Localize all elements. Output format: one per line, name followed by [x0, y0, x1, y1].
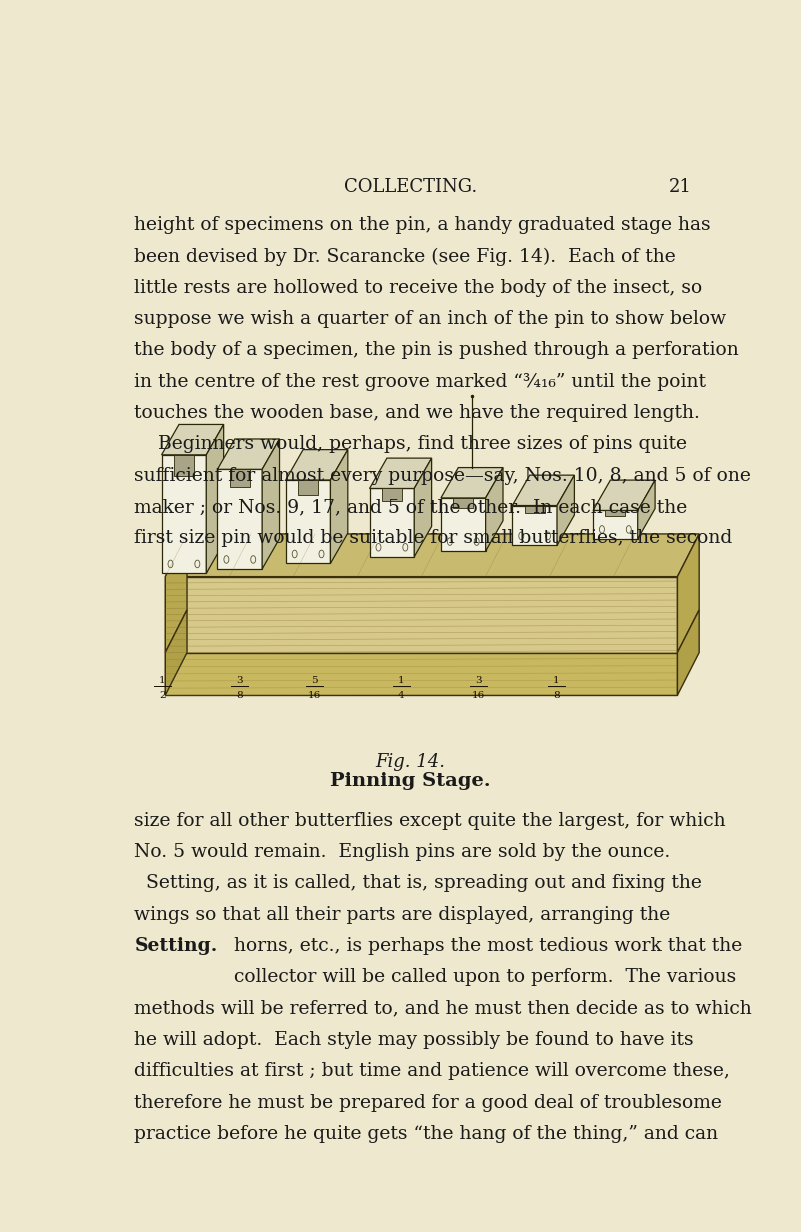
Polygon shape: [286, 480, 331, 563]
Text: he will adopt.  Each style may possibly be found to have its: he will adopt. Each style may possibly b…: [135, 1031, 694, 1048]
Polygon shape: [485, 468, 503, 551]
Text: 2: 2: [159, 691, 166, 700]
Text: 3: 3: [236, 676, 244, 685]
Text: 1: 1: [398, 676, 405, 685]
Text: height of specimens on the pin, a handy graduated stage has: height of specimens on the pin, a handy …: [135, 216, 711, 234]
Text: Setting, as it is called, that is, spreading out and fixing the: Setting, as it is called, that is, sprea…: [135, 875, 702, 892]
Text: 4: 4: [398, 691, 405, 700]
Text: 8: 8: [236, 691, 244, 700]
Text: 5: 5: [311, 676, 318, 685]
Polygon shape: [593, 510, 638, 538]
Polygon shape: [638, 480, 655, 538]
Polygon shape: [525, 505, 545, 513]
Polygon shape: [369, 488, 414, 557]
Polygon shape: [174, 455, 194, 476]
Polygon shape: [165, 533, 699, 577]
Polygon shape: [298, 480, 318, 495]
Polygon shape: [678, 533, 699, 653]
Text: horns, etc., is perhaps the most tedious work that the: horns, etc., is perhaps the most tedious…: [234, 938, 742, 955]
Polygon shape: [382, 488, 402, 500]
Polygon shape: [165, 577, 678, 653]
Text: practice before he quite gets “the hang of the thing,” and can: practice before he quite gets “the hang …: [135, 1125, 718, 1143]
Polygon shape: [369, 458, 432, 488]
Polygon shape: [262, 439, 280, 569]
Text: 1: 1: [159, 676, 166, 685]
Text: difficulties at first ; but time and patience will overcome these,: difficulties at first ; but time and pat…: [135, 1062, 731, 1080]
Text: the body of a specimen, the pin is pushed through a perforation: the body of a specimen, the pin is pushe…: [135, 341, 739, 360]
Text: maker ; or Nos. 9, 17, and 5 of the other.  In each case the: maker ; or Nos. 9, 17, and 5 of the othe…: [135, 498, 687, 516]
Text: 16: 16: [308, 691, 321, 700]
Polygon shape: [557, 476, 574, 546]
Text: No. 5 would remain.  English pins are sold by the ounce.: No. 5 would remain. English pins are sol…: [135, 843, 670, 861]
Text: sufficient for almost every purpose—say, Nos. 10, 8, and 5 of one: sufficient for almost every purpose—say,…: [135, 467, 751, 484]
Text: 1: 1: [553, 676, 560, 685]
Text: 3: 3: [476, 676, 482, 685]
Polygon shape: [678, 610, 699, 695]
Text: size for all other butterflies except quite the largest, for which: size for all other butterflies except qu…: [135, 812, 726, 830]
Polygon shape: [162, 455, 207, 573]
Polygon shape: [606, 510, 626, 515]
Text: Setting.: Setting.: [135, 938, 218, 955]
Polygon shape: [162, 425, 223, 455]
Polygon shape: [331, 450, 348, 563]
Text: touches the wooden base, and we have the required length.: touches the wooden base, and we have the…: [135, 404, 700, 423]
Text: collector will be called upon to perform.  The various: collector will be called upon to perform…: [234, 968, 736, 987]
Text: little rests are hollowed to receive the body of the insect, so: little rests are hollowed to receive the…: [135, 278, 702, 297]
Polygon shape: [453, 498, 473, 508]
Polygon shape: [593, 480, 655, 510]
Text: wings so that all their parts are displayed, arranging the: wings so that all their parts are displa…: [135, 906, 670, 924]
Polygon shape: [441, 498, 485, 551]
Polygon shape: [165, 653, 678, 695]
Polygon shape: [513, 476, 574, 505]
Text: COLLECTING.: COLLECTING.: [344, 179, 477, 196]
Polygon shape: [217, 469, 262, 569]
Text: Beginners would, perhaps, find three sizes of pins quite: Beginners would, perhaps, find three siz…: [135, 435, 687, 453]
Polygon shape: [286, 450, 348, 480]
Text: in the centre of the rest groove marked “¾₁₆” until the point: in the centre of the rest groove marked …: [135, 372, 706, 391]
Polygon shape: [230, 469, 250, 487]
Polygon shape: [513, 505, 557, 546]
Text: Fig. 14.: Fig. 14.: [376, 753, 445, 771]
Polygon shape: [217, 439, 280, 469]
Text: therefore he must be prepared for a good deal of troublesome: therefore he must be prepared for a good…: [135, 1094, 723, 1111]
Text: 16: 16: [472, 691, 485, 700]
Polygon shape: [165, 610, 187, 695]
Polygon shape: [414, 458, 432, 557]
Text: Pinning Stage.: Pinning Stage.: [330, 772, 491, 790]
Text: 21: 21: [669, 179, 692, 196]
Text: first size pin would be suitable for small butterflies, the second: first size pin would be suitable for sma…: [135, 530, 733, 547]
Text: methods will be referred to, and he must then decide as to which: methods will be referred to, and he must…: [135, 999, 752, 1018]
Text: suppose we wish a quarter of an inch of the pin to show below: suppose we wish a quarter of an inch of …: [135, 310, 727, 328]
Polygon shape: [207, 425, 223, 573]
Text: 8: 8: [553, 691, 560, 700]
Polygon shape: [441, 468, 503, 498]
Text: been devised by Dr. Scarancke (see Fig. 14).  Each of the: been devised by Dr. Scarancke (see Fig. …: [135, 248, 676, 266]
Polygon shape: [165, 533, 187, 653]
